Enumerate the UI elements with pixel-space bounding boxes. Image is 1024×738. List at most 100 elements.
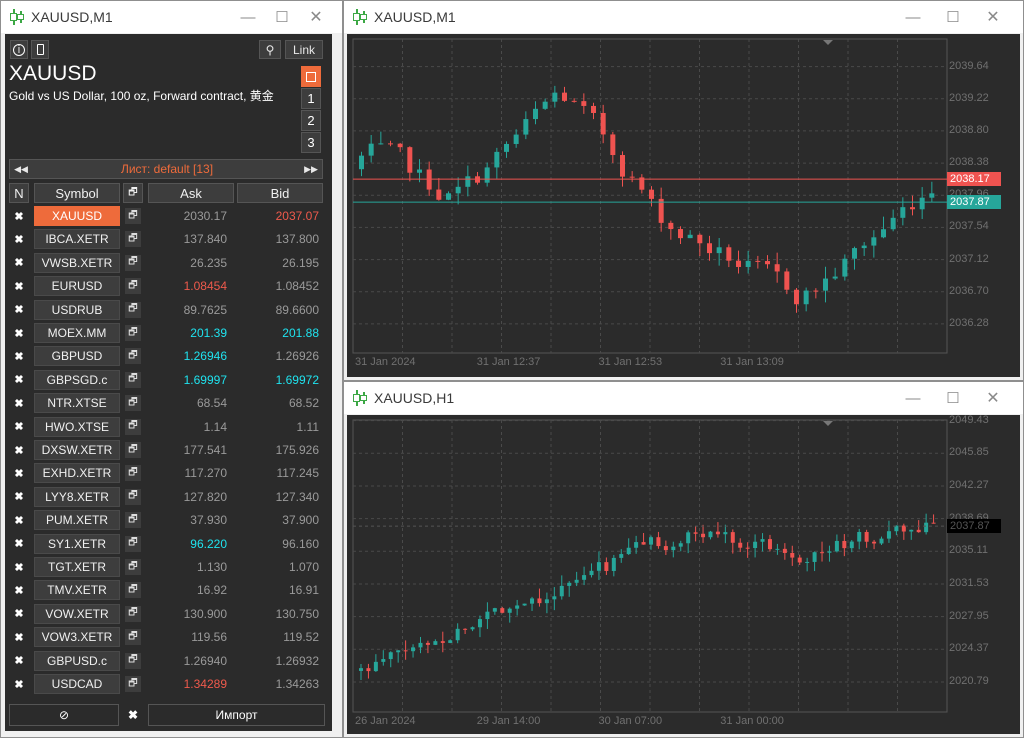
symbol-row[interactable]: ✖ VOW.XETR 🗗 130.900 130.750 <box>9 603 323 624</box>
save-button[interactable] <box>301 66 321 87</box>
list-label[interactable]: Лист: default [13] <box>120 162 214 176</box>
import-button[interactable]: Импорт <box>148 704 325 726</box>
info-button[interactable]: i <box>10 40 28 59</box>
open-chart-button[interactable]: 🗗 <box>125 418 141 435</box>
remove-symbol-button[interactable]: ✖ <box>9 440 29 460</box>
remove-symbol-button[interactable]: ✖ <box>9 346 29 366</box>
remove-symbol-button[interactable]: ✖ <box>9 300 29 320</box>
remove-symbol-button[interactable]: ✖ <box>9 487 29 507</box>
col-bid-header[interactable]: Bid <box>237 183 323 203</box>
chart-h1-area[interactable]: 2049.43 2045.85 2042.27 2038.69 2035.11 2031.… <box>347 414 1020 734</box>
remove-symbol-button[interactable]: ✖ <box>9 534 29 554</box>
symbol-row[interactable]: ✖ PUM.XETR 🗗 37.930 37.900 <box>9 510 323 531</box>
symbol-button[interactable]: GBPSGD.c <box>34 369 120 390</box>
symbol-row[interactable]: ✖ EURUSD 🗗 1.08454 1.08452 <box>9 276 323 297</box>
open-chart-button[interactable]: 🗗 <box>125 371 141 388</box>
hide-button[interactable]: ⊘ <box>9 704 119 726</box>
symbol-row[interactable]: ✖ DXSW.XETR 🗗 177.541 175.926 <box>9 440 323 460</box>
col-n-header[interactable]: N <box>9 183 29 203</box>
symbol-row[interactable]: ✖ GBPUSD 🗗 1.26946 1.26926 <box>9 346 323 367</box>
remove-symbol-button[interactable]: ✖ <box>9 276 29 296</box>
remove-symbol-button[interactable]: ✖ <box>9 674 29 694</box>
open-chart-button[interactable]: 🗗 <box>125 301 141 318</box>
close-button[interactable]: ✕ <box>986 390 1000 407</box>
chart-m1-titlebar[interactable]: XAUUSD,M1 — ☐ ✕ <box>344 1 1023 33</box>
open-chart-button[interactable]: 🗗 <box>125 559 141 575</box>
open-chart-button[interactable]: 🗗 <box>125 676 141 692</box>
remove-symbol-button[interactable]: ✖ <box>9 206 29 226</box>
col-window-header[interactable]: 🗗 <box>123 183 143 203</box>
maximize-button[interactable]: ☐ <box>946 390 960 407</box>
symbol-row[interactable]: ✖ GBPUSD.c 🗗 1.26940 1.26932 <box>9 650 323 671</box>
chart-m1-canvas[interactable] <box>347 34 1020 377</box>
mobile-button[interactable] <box>31 40 49 59</box>
symbol-button[interactable]: VOW.XETR <box>34 603 120 624</box>
slot-2-button[interactable]: 2 <box>301 110 321 131</box>
col-symbol-header[interactable]: Symbol <box>34 183 120 203</box>
symbol-row[interactable]: ✖ USDRUB 🗗 89.7625 89.6600 <box>9 299 323 320</box>
symbol-button[interactable]: EURUSD <box>34 276 120 297</box>
chart-h1-titlebar[interactable]: XAUUSD,H1 — ☐ ✕ <box>344 382 1023 414</box>
symbol-row[interactable]: ✖ SY1.XETR 🗗 96.220 96.160 <box>9 533 323 554</box>
symbol-button[interactable]: VWSB.XETR <box>34 252 120 273</box>
symbol-row[interactable]: ✖ TGT.XETR 🗗 1.130 1.070 <box>9 557 323 577</box>
symbol-button[interactable]: PUM.XETR <box>34 510 120 531</box>
next-list-button[interactable]: ▶▶ <box>300 160 322 178</box>
chart-h1-canvas[interactable] <box>347 415 1020 734</box>
symbol-button[interactable]: SY1.XETR <box>34 533 120 554</box>
symbol-row[interactable]: ✖ XAUUSD 🗗 2030.17 2037.07 <box>9 206 323 226</box>
open-chart-button[interactable]: 🗗 <box>125 488 141 505</box>
remove-symbol-button[interactable]: ✖ <box>9 323 29 343</box>
close-button[interactable]: ✕ <box>986 9 1000 26</box>
remove-symbol-button[interactable]: ✖ <box>9 627 29 647</box>
remove-symbol-button[interactable]: ✖ <box>9 229 29 249</box>
symbol-button[interactable]: DXSW.XETR <box>34 440 120 460</box>
open-chart-button[interactable]: 🗗 <box>125 231 141 248</box>
symbol-row[interactable]: ✖ USDCAD 🗗 1.34289 1.34263 <box>9 674 323 694</box>
remove-symbol-button[interactable]: ✖ <box>9 253 29 273</box>
remove-symbol-button[interactable]: ✖ <box>9 604 29 624</box>
symbol-button[interactable]: VOW3.XETR <box>34 627 120 648</box>
open-chart-button[interactable]: 🗗 <box>125 348 141 365</box>
symbol-row[interactable]: ✖ IBCA.XETR 🗗 137.840 137.800 <box>9 229 323 250</box>
chart-m1-area[interactable]: 2039.642039.222038.802038.382037.962037.… <box>347 34 1020 377</box>
symbol-button[interactable]: IBCA.XETR <box>34 229 120 250</box>
symbol-button[interactable]: HWO.XTSE <box>34 416 120 437</box>
symbol-row[interactable]: ✖ MOEX.MM 🗗 201.39 201.88 <box>9 323 323 343</box>
symbol-row[interactable]: ✖ VWSB.XETR 🗗 26.235 26.195 <box>9 252 323 273</box>
open-chart-button[interactable]: 🗗 <box>125 535 141 552</box>
symbol-row[interactable]: ✖ LYY8.XETR 🗗 127.820 127.340 <box>9 486 323 507</box>
delete-all-button[interactable]: ✖ <box>123 704 143 726</box>
slot-3-button[interactable]: 3 <box>301 132 321 153</box>
symbol-row[interactable]: ✖ EXHD.XETR 🗗 117.270 117.245 <box>9 463 323 484</box>
symbol-row[interactable]: ✖ VOW3.XETR 🗗 119.56 119.52 <box>9 627 323 648</box>
open-chart-button[interactable]: 🗗 <box>125 629 141 646</box>
prev-list-button[interactable]: ◀◀ <box>10 160 32 178</box>
symbol-button[interactable]: EXHD.XETR <box>34 463 120 484</box>
remove-symbol-button[interactable]: ✖ <box>9 580 29 600</box>
minimize-button[interactable]: — <box>905 389 921 407</box>
remove-symbol-button[interactable]: ✖ <box>9 370 29 390</box>
symbol-button[interactable]: TMV.XETR <box>34 580 120 601</box>
open-chart-button[interactable]: 🗗 <box>125 395 141 412</box>
minimize-button[interactable]: — <box>905 8 921 26</box>
symbol-button[interactable]: LYY8.XETR <box>34 486 120 507</box>
link-button[interactable]: Link <box>285 40 323 59</box>
open-chart-button[interactable]: 🗗 <box>125 278 141 295</box>
remove-symbol-button[interactable]: ✖ <box>9 463 29 483</box>
remove-symbol-button[interactable]: ✖ <box>9 510 29 530</box>
col-ask-header[interactable]: Ask <box>148 183 234 203</box>
close-button[interactable]: ✕ <box>309 9 323 26</box>
symbol-button[interactable]: USDRUB <box>34 299 120 320</box>
symbol-row[interactable]: ✖ GBPSGD.c 🗗 1.69997 1.69972 <box>9 369 323 390</box>
open-chart-button[interactable]: 🗗 <box>125 512 141 529</box>
remove-symbol-button[interactable]: ✖ <box>9 557 29 577</box>
open-chart-button[interactable]: 🗗 <box>125 605 141 622</box>
symbol-row[interactable]: ✖ NTR.XTSE 🗗 68.54 68.52 <box>9 393 323 414</box>
pin-button[interactable]: ⚲ <box>259 40 281 59</box>
slot-1-button[interactable]: 1 <box>301 88 321 109</box>
symbol-button[interactable]: XAUUSD <box>34 206 120 226</box>
symbol-button[interactable]: TGT.XETR <box>34 557 120 577</box>
minimize-button[interactable]: — <box>240 8 256 26</box>
open-chart-button[interactable]: 🗗 <box>125 325 141 341</box>
